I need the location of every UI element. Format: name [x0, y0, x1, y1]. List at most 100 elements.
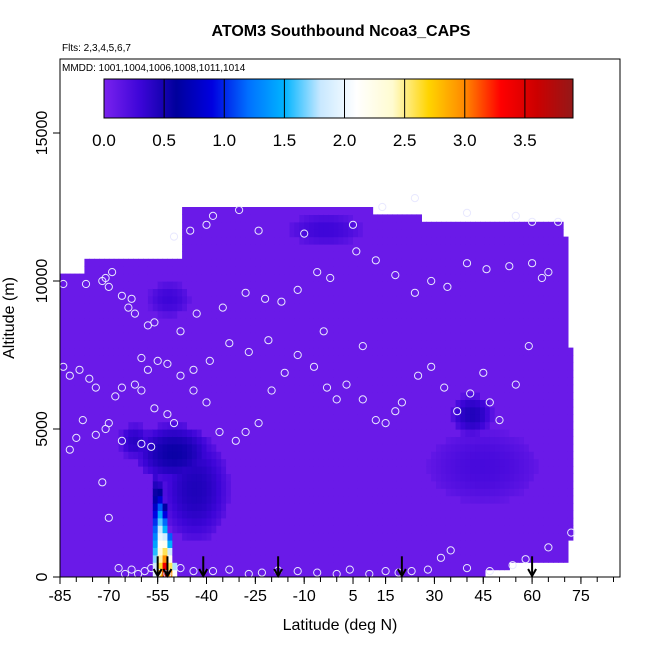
- heatmap-cell: [353, 495, 359, 504]
- heatmap-cell: [411, 473, 418, 482]
- heatmap-cell: [338, 355, 344, 363]
- heatmap-cell: [523, 303, 530, 312]
- heatmap-cell: [191, 503, 198, 511]
- heatmap-cell: [401, 384, 408, 393]
- heatmap-cell: [318, 495, 325, 504]
- heatmap-cell: [533, 377, 540, 386]
- heatmap-cell: [396, 295, 403, 304]
- heatmap-cell: [372, 258, 379, 267]
- heatmap-cell: [206, 488, 212, 497]
- heatmap-cell: [211, 392, 217, 400]
- heatmap-cell: [538, 221, 545, 230]
- heatmap-cell: [294, 540, 300, 548]
- heatmap-cell: [318, 244, 325, 252]
- heatmap-cell: [309, 347, 315, 356]
- heatmap-cell: [401, 525, 408, 534]
- heatmap-cell: [313, 303, 320, 312]
- heatmap-cell: [221, 244, 227, 252]
- heatmap-cell: [94, 488, 100, 497]
- heatmap-cell: [548, 392, 554, 400]
- heatmap-cell: [221, 251, 227, 260]
- heatmap-cell: [201, 510, 208, 519]
- heatmap-cell: [357, 458, 364, 467]
- heatmap-cell: [60, 325, 66, 334]
- heatmap-cell: [143, 392, 149, 400]
- heatmap-cell: [528, 532, 535, 541]
- heatmap-cell: [543, 258, 549, 267]
- heatmap-cell: [387, 318, 393, 326]
- heatmap-cell: [84, 318, 90, 326]
- heatmap-cell: [514, 503, 520, 511]
- heatmap-cell: [470, 532, 476, 541]
- heatmap-cell: [270, 332, 276, 341]
- heatmap-cell: [245, 332, 252, 341]
- heatmap-cell: [362, 547, 369, 556]
- heatmap-cell: [553, 318, 559, 326]
- heatmap-cell: [328, 451, 335, 460]
- heatmap-cell: [64, 384, 71, 393]
- heatmap-cell: [392, 310, 398, 319]
- heatmap-cell: [563, 236, 569, 245]
- heatmap-cell: [353, 318, 359, 326]
- heatmap-cell: [167, 258, 173, 267]
- heatmap-cell: [196, 532, 203, 541]
- heatmap-cell: [440, 362, 447, 371]
- heatmap-cell: [348, 362, 354, 371]
- heatmap-cell: [274, 347, 281, 356]
- heatmap-cell: [172, 355, 178, 363]
- heatmap-cell: [411, 532, 418, 541]
- heatmap-cell: [274, 488, 281, 497]
- heatmap-cell: [216, 236, 222, 245]
- heatmap-cell: [201, 347, 208, 356]
- heatmap-cell: [523, 325, 530, 334]
- sample-point: [254, 419, 263, 428]
- heatmap-cell: [343, 547, 349, 556]
- mmdd-label: MMDD: 1001,1004,1006,1008,1011,1014: [62, 63, 246, 74]
- heatmap-cell: [377, 295, 383, 304]
- heatmap-cell: [167, 466, 173, 474]
- heatmap-cell: [333, 273, 339, 282]
- heatmap-cell: [548, 281, 554, 289]
- heatmap-cell: [338, 362, 344, 371]
- heatmap-cell: [99, 362, 105, 371]
- heatmap-cell: [284, 266, 291, 275]
- heatmap-cell: [84, 532, 90, 541]
- heatmap-cell: [211, 532, 217, 541]
- heatmap-cell: [64, 377, 71, 386]
- heatmap-cell: [475, 273, 481, 282]
- heatmap-cell: [440, 458, 447, 467]
- heatmap-cell: [182, 540, 188, 548]
- heatmap-cell: [431, 369, 437, 378]
- heatmap-cell: [499, 480, 506, 489]
- heatmap-cell: [396, 310, 403, 319]
- heatmap-cell: [475, 229, 481, 238]
- heatmap-cell: [177, 281, 183, 289]
- heatmap-cell: [504, 318, 510, 326]
- heatmap-cell: [294, 443, 300, 452]
- heatmap-cell: [99, 421, 105, 430]
- heatmap-cell: [528, 466, 535, 474]
- heatmap-cell: [548, 517, 554, 526]
- heatmap-cell: [392, 466, 398, 474]
- heatmap-cell: [211, 332, 217, 341]
- heatmap-cell: [431, 303, 437, 312]
- heatmap-cell: [309, 488, 315, 497]
- heatmap-cell: [79, 554, 86, 563]
- heatmap-cell: [372, 517, 379, 526]
- heatmap-cell: [514, 406, 520, 415]
- heatmap-cell: [89, 288, 95, 297]
- heatmap-cell: [99, 429, 105, 437]
- heatmap-cell: [548, 510, 554, 519]
- heatmap-cell: [191, 488, 198, 497]
- heatmap-cell: [186, 236, 193, 245]
- heatmap-cell: [309, 399, 315, 408]
- heatmap-cell: [113, 436, 120, 445]
- heatmap-cell: [421, 384, 427, 393]
- heatmap-cell: [494, 325, 501, 334]
- heatmap-cell: [475, 429, 481, 437]
- heatmap-cell: [201, 429, 208, 437]
- heatmap-cell: [79, 547, 86, 556]
- heatmap-cell: [128, 473, 134, 482]
- heatmap-cell: [201, 244, 208, 252]
- heatmap-cell: [377, 258, 383, 267]
